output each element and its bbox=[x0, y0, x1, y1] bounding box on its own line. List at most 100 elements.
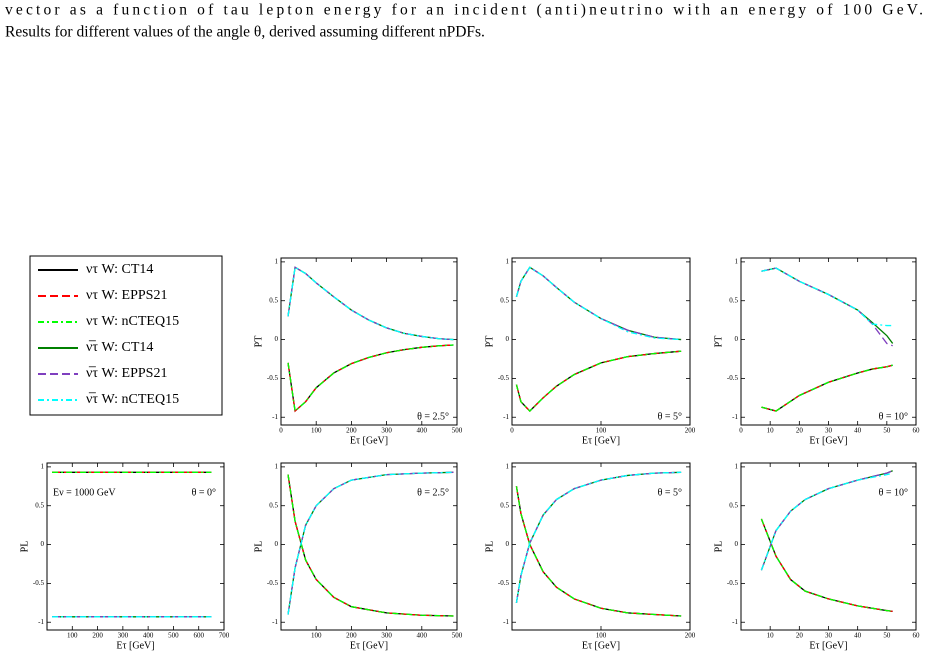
legend-box bbox=[29, 255, 223, 416]
x-tick-label: 200 bbox=[685, 632, 696, 640]
y-tick-label: -0.5 bbox=[267, 579, 279, 587]
y-tick-label: -0.5 bbox=[727, 374, 739, 382]
series-line bbox=[515, 471, 682, 603]
x-axis-label: Eτ [GeV] bbox=[582, 640, 620, 651]
x-tick-label: 300 bbox=[118, 632, 129, 640]
series-line bbox=[515, 266, 682, 341]
x-tick-label: 100 bbox=[596, 427, 607, 435]
caption-line: vector as a function of tau lepton energ… bbox=[5, 2, 923, 19]
y-tick-label: -0.5 bbox=[267, 374, 279, 382]
series-line bbox=[760, 518, 893, 613]
annotation: θ = 0° bbox=[192, 487, 216, 498]
x-tick-label: 200 bbox=[346, 427, 357, 435]
plot-frame bbox=[740, 257, 917, 426]
y-tick-label: -1 bbox=[272, 413, 278, 421]
y-tick-label: 0.5 bbox=[269, 296, 278, 304]
series-line bbox=[761, 267, 893, 347]
y-tick-label: -0.5 bbox=[727, 579, 739, 587]
x-axis-label: Eτ [GeV] bbox=[809, 640, 847, 651]
series-line bbox=[761, 364, 893, 412]
y-tick-label: 0.5 bbox=[35, 501, 44, 509]
series-line bbox=[760, 518, 893, 613]
y-tick-label: -1 bbox=[503, 413, 509, 421]
x-axis-label: Eτ [GeV] bbox=[809, 435, 847, 446]
x-tick-label: 60 bbox=[913, 632, 921, 640]
series-line bbox=[287, 471, 454, 615]
y-tick-label: 1 bbox=[41, 462, 45, 470]
series-line bbox=[515, 350, 682, 412]
legend-label: ν̅τ W: nCTEQ15 bbox=[86, 392, 179, 407]
annotation: θ = 10° bbox=[879, 487, 908, 498]
x-tick-label: 500 bbox=[168, 632, 179, 640]
x-tick-label: 200 bbox=[685, 427, 696, 435]
x-tick-label: 300 bbox=[381, 632, 392, 640]
series-line bbox=[515, 471, 682, 603]
y-tick-label: -1 bbox=[732, 413, 738, 421]
series-line bbox=[515, 486, 682, 617]
y-tick-label: 1 bbox=[275, 462, 279, 470]
y-axis-label: PT bbox=[253, 336, 264, 348]
series-line bbox=[287, 344, 454, 413]
y-axis-label: PL bbox=[484, 541, 495, 553]
x-tick-label: 100 bbox=[67, 632, 78, 640]
legend-label: ντ W: CT14 bbox=[86, 262, 153, 277]
x-tick-label: 500 bbox=[452, 632, 463, 640]
series-line bbox=[761, 267, 894, 344]
series-line bbox=[515, 266, 682, 341]
y-tick-label: 0.5 bbox=[269, 501, 278, 509]
legend-label: ντ W: EPPS21 bbox=[86, 288, 167, 303]
y-tick-label: 0 bbox=[41, 540, 45, 548]
x-tick-label: 50 bbox=[883, 427, 891, 435]
series-line bbox=[515, 266, 682, 341]
series-line bbox=[760, 472, 893, 571]
series-line bbox=[515, 350, 682, 412]
x-tick-label: 400 bbox=[417, 427, 428, 435]
x-tick-label: 700 bbox=[219, 632, 230, 640]
series-line bbox=[287, 266, 454, 341]
y-tick-label: 1 bbox=[275, 257, 279, 265]
annotation: θ = 2.5° bbox=[417, 487, 449, 498]
series-line bbox=[515, 486, 682, 617]
series-line bbox=[761, 364, 893, 412]
y-axis-label: PT bbox=[713, 336, 724, 348]
annotation: θ = 2.5° bbox=[417, 411, 449, 422]
x-tick-label: 500 bbox=[452, 427, 463, 435]
y-tick-label: 0 bbox=[275, 540, 279, 548]
y-tick-label: 0 bbox=[735, 540, 739, 548]
x-tick-label: 20 bbox=[796, 632, 804, 640]
x-tick-label: 60 bbox=[913, 427, 921, 435]
y-tick-label: -1 bbox=[732, 618, 738, 626]
y-tick-label: -0.5 bbox=[498, 579, 510, 587]
x-tick-label: 20 bbox=[796, 427, 804, 435]
series-line bbox=[287, 344, 454, 413]
y-tick-label: 0.5 bbox=[729, 501, 738, 509]
plot-frame bbox=[280, 257, 458, 426]
y-axis-label: PT bbox=[484, 336, 495, 348]
y-tick-label: 0.5 bbox=[500, 296, 509, 304]
series-line bbox=[761, 267, 893, 327]
annotation: θ = 5° bbox=[658, 487, 682, 498]
y-tick-label: 1 bbox=[735, 257, 739, 265]
plot-frame bbox=[511, 257, 691, 426]
x-tick-label: 40 bbox=[854, 427, 862, 435]
y-tick-label: 0 bbox=[506, 540, 510, 548]
y-axis-label: PL bbox=[713, 541, 724, 553]
legend-label: ν̅τ W: EPPS21 bbox=[86, 366, 167, 381]
y-tick-label: 1 bbox=[506, 462, 510, 470]
legend-label: ντ W: nCTEQ15 bbox=[86, 314, 179, 329]
x-tick-label: 400 bbox=[143, 632, 154, 640]
x-tick-label: 10 bbox=[767, 632, 775, 640]
y-tick-label: -1 bbox=[38, 618, 44, 626]
series-line bbox=[287, 266, 454, 341]
plot-frame bbox=[740, 462, 917, 631]
x-tick-label: 100 bbox=[311, 427, 322, 435]
series-line bbox=[287, 344, 454, 413]
y-tick-label: -0.5 bbox=[33, 579, 45, 587]
series-line bbox=[760, 470, 893, 571]
y-tick-label: -1 bbox=[503, 618, 509, 626]
annotation: θ = 10° bbox=[879, 411, 908, 422]
x-tick-label: 0 bbox=[739, 427, 743, 435]
x-tick-label: 0 bbox=[279, 427, 283, 435]
x-tick-label: 200 bbox=[346, 632, 357, 640]
x-tick-label: 300 bbox=[381, 427, 392, 435]
